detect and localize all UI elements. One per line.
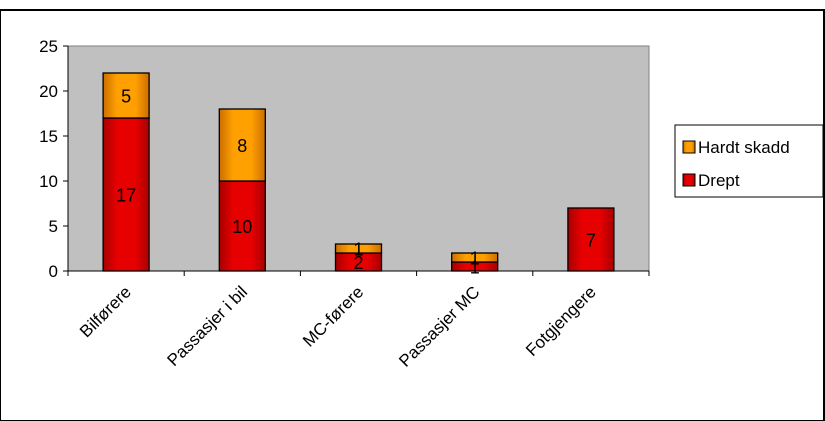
data-label: 17 (116, 186, 136, 206)
data-label: 10 (232, 217, 252, 237)
data-label: 8 (237, 136, 247, 156)
bar-drept (218, 180, 266, 272)
data-label: 1 (470, 249, 480, 269)
data-label: 5 (121, 87, 131, 107)
y-axis-ticks: 0 5 10 15 20 25 (39, 37, 68, 281)
legend: Hardt skadd Drept (674, 124, 824, 198)
legend-swatch (682, 140, 696, 154)
data-label: 7 (586, 231, 596, 251)
data-label: 2 (353, 253, 363, 273)
y-tick-label: 15 (39, 127, 58, 146)
legend-label: Drept (698, 171, 740, 190)
data-label: 1 (353, 240, 363, 260)
y-tick-label: 10 (39, 172, 58, 191)
y-tick-label: 5 (49, 217, 58, 236)
bar-hardt-skadd (102, 72, 150, 119)
bar-hardt-skadd (334, 243, 383, 254)
legend-label: Hardt skadd (698, 138, 790, 157)
y-tick-label: 20 (39, 82, 58, 101)
bar-hardt-skadd (451, 252, 499, 263)
legend-swatch (682, 173, 696, 187)
plot-area (67, 45, 650, 272)
x-axis-ticks (67, 271, 650, 276)
bar-drept (567, 207, 615, 272)
bar-hardt-skadd (218, 108, 266, 182)
y-tick-label: 0 (49, 262, 58, 281)
data-label: 1 (470, 258, 480, 278)
bars (102, 72, 615, 272)
y-tick-label: 25 (39, 37, 58, 56)
legend-box (674, 124, 824, 198)
